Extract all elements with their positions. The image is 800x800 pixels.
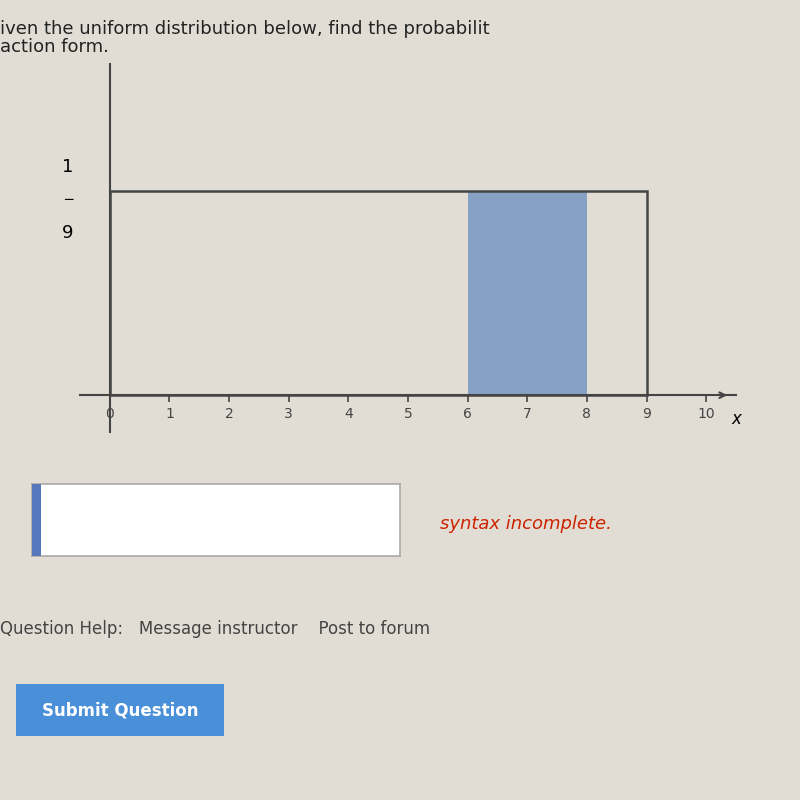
Text: 9: 9 <box>62 224 74 242</box>
Text: syntax incomplete.: syntax incomplete. <box>440 515 612 533</box>
Text: 1: 1 <box>62 158 74 176</box>
Text: Submit Question: Submit Question <box>42 701 198 719</box>
Text: action form.: action form. <box>0 38 109 57</box>
Text: ─: ─ <box>64 193 72 207</box>
Text: Question Help:   Message instructor    Post to forum: Question Help: Message instructor Post t… <box>0 620 430 638</box>
Bar <box>468 190 587 395</box>
Bar <box>32 484 42 556</box>
Text: x: x <box>731 410 741 428</box>
Bar <box>110 190 646 395</box>
Text: iven the uniform distribution below, find the probabilit: iven the uniform distribution below, fin… <box>0 20 490 38</box>
